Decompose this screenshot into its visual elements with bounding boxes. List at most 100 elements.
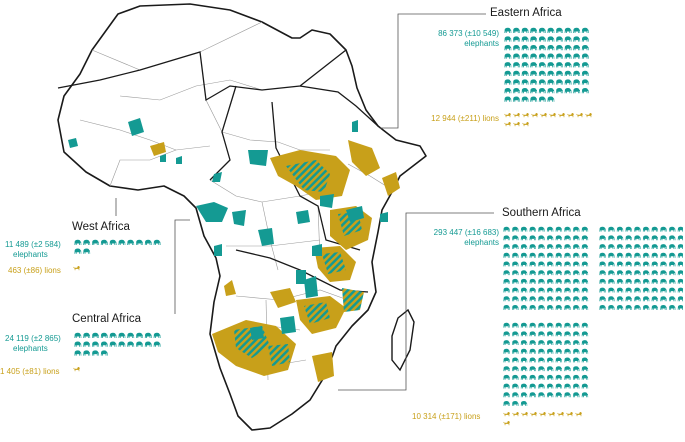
elephant-icon — [109, 341, 117, 347]
elephant-icon — [83, 341, 91, 347]
elephant-icon — [529, 226, 536, 232]
elephant-icon — [581, 270, 589, 276]
elephant-icon — [512, 235, 519, 241]
elephant-icon — [669, 278, 676, 284]
elephant-icon — [512, 357, 519, 363]
elephant-icon — [547, 53, 555, 59]
elephant-icon — [538, 392, 545, 398]
elephant-icon — [642, 261, 650, 267]
elephant-icon — [677, 305, 683, 310]
elephant-icon — [144, 332, 152, 338]
elephant-icon — [573, 53, 581, 59]
elephant-icon — [513, 96, 520, 102]
elephant-icon — [538, 96, 546, 102]
elephant-icon — [512, 348, 519, 354]
elephant-icon — [651, 305, 659, 310]
elephant-icon — [555, 287, 563, 293]
elephant-icon — [573, 357, 580, 363]
elephant-icon — [512, 244, 519, 249]
elephant-icon — [573, 36, 581, 42]
elephant-icon — [520, 244, 528, 249]
elephant-icon — [83, 239, 91, 245]
elephant-icon — [616, 305, 624, 310]
elephant-icon — [581, 44, 589, 51]
elephant-icon — [92, 239, 99, 245]
elephant-icon — [520, 357, 528, 363]
elephant-icon — [529, 392, 536, 398]
lion-icon — [540, 113, 547, 118]
elephant-icon — [546, 383, 554, 389]
elephant-icon — [555, 261, 563, 267]
elephant-icon — [127, 239, 135, 245]
elephant-icon — [513, 27, 520, 33]
elephant-icon — [669, 287, 676, 293]
elephant-icon — [564, 27, 572, 33]
elephant-icon — [538, 87, 546, 94]
elephant-icon — [512, 278, 519, 284]
central-elephant-icons — [74, 332, 161, 356]
elephant-icon — [581, 226, 589, 232]
lion-icon — [513, 122, 520, 127]
elephant-icon — [547, 96, 555, 102]
region-title-southern: Southern Africa — [502, 207, 581, 219]
elephant-icon — [581, 235, 589, 241]
elephant-icon — [625, 235, 632, 241]
elephant-icon — [521, 70, 529, 76]
elephant-icon — [564, 62, 572, 68]
elephant-icon — [546, 348, 554, 354]
elephant-icon — [651, 296, 659, 302]
elephant-icon — [616, 278, 624, 284]
elephant-icon — [660, 252, 667, 258]
elephant-icon — [608, 261, 615, 267]
elephant-icon — [153, 239, 161, 245]
elephant-icon — [625, 278, 632, 284]
elephant-icon — [651, 252, 659, 258]
elephant-icon — [546, 340, 554, 345]
elephant-icon — [660, 296, 667, 302]
elephant-icon — [669, 296, 676, 302]
elephant-icon — [504, 36, 512, 42]
lion-icon — [566, 412, 573, 417]
elephant-icon — [581, 70, 589, 76]
elephant-icon — [599, 305, 606, 310]
region-title-eastern: Eastern Africa — [490, 7, 562, 19]
elephant-icon — [669, 252, 676, 258]
elephant-icon — [564, 392, 571, 398]
eastern-lion-icons — [504, 113, 592, 127]
elephant-icon — [642, 252, 650, 258]
elephant-icon — [538, 36, 546, 42]
elephant-icon — [74, 350, 82, 356]
elephant-icon — [538, 383, 545, 389]
elephant-icon — [564, 305, 571, 310]
elephant-icon — [660, 270, 667, 276]
eastern-lion-count: 12 944 (±211) lions — [431, 114, 499, 123]
elephant-icon — [504, 70, 512, 76]
elephant-icon — [625, 261, 632, 267]
elephant-icon — [530, 27, 538, 33]
lion-icon — [576, 113, 583, 118]
elephant-icon — [503, 305, 510, 310]
elephant-icon — [538, 296, 545, 302]
elephant-icon — [503, 366, 510, 372]
elephant-icon — [529, 340, 536, 345]
elephant-icon — [520, 340, 528, 345]
elephant-icon — [136, 332, 143, 338]
elephant-icon — [564, 374, 571, 380]
elephant-icon — [573, 27, 581, 33]
elephant-icon — [616, 287, 624, 293]
elephant-icon — [642, 235, 650, 241]
lion-icon — [558, 113, 565, 118]
elephant-icon — [92, 341, 99, 347]
elephant-icon — [555, 296, 563, 302]
elephant-icon — [538, 331, 545, 337]
elephant-icon — [573, 79, 581, 85]
elephant-icon — [573, 87, 581, 94]
elephant-icon — [503, 374, 510, 380]
elephant-icon — [581, 287, 589, 293]
elephant-icon — [83, 350, 91, 356]
elephant-icon — [520, 392, 528, 398]
elephant-icon — [555, 244, 563, 249]
elephant-icon — [520, 348, 528, 354]
elephant-icon — [556, 62, 563, 68]
